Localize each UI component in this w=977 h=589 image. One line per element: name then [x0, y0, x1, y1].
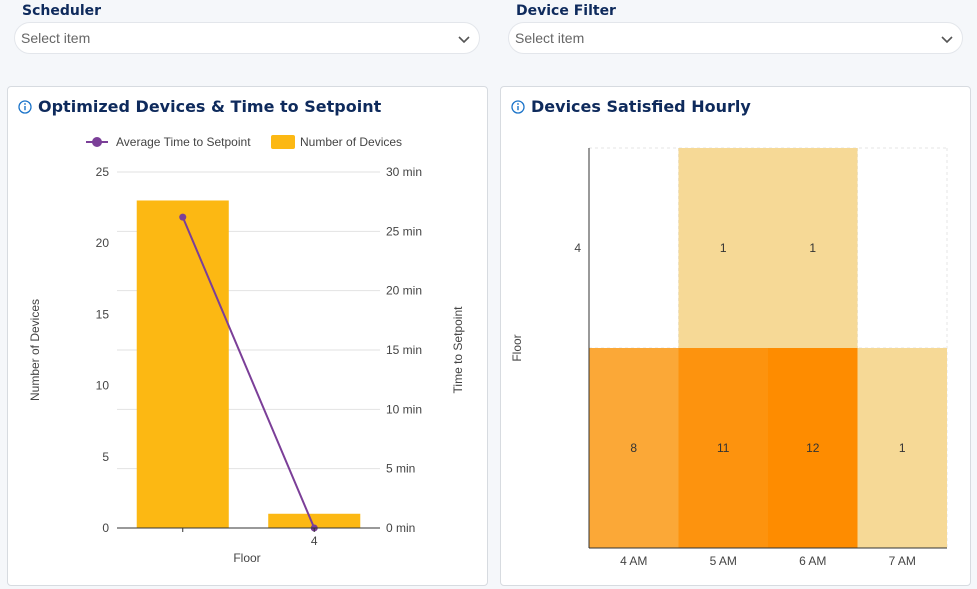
optimized-devices-card: Optimized Devices & Time to Setpoint — [7, 86, 488, 586]
device-filter-label: Device Filter — [516, 3, 616, 19]
chevron-down-icon[interactable] — [457, 32, 471, 46]
device-filter-placeholder: Select item — [515, 30, 585, 46]
scheduler-placeholder: Select item — [21, 30, 91, 46]
device-filter-select[interactable]: Select item — [508, 22, 963, 54]
chevron-down-icon[interactable] — [940, 32, 954, 46]
card-title: Optimized Devices & Time to Setpoint — [38, 97, 382, 116]
devices-satisfied-card: Devices Satisfied Hourly — [500, 86, 971, 586]
info-icon[interactable] — [18, 100, 32, 114]
scheduler-label: Scheduler — [22, 3, 102, 19]
info-icon[interactable] — [511, 100, 525, 114]
card-title: Devices Satisfied Hourly — [531, 97, 751, 116]
scheduler-select[interactable]: Select item — [14, 22, 480, 54]
